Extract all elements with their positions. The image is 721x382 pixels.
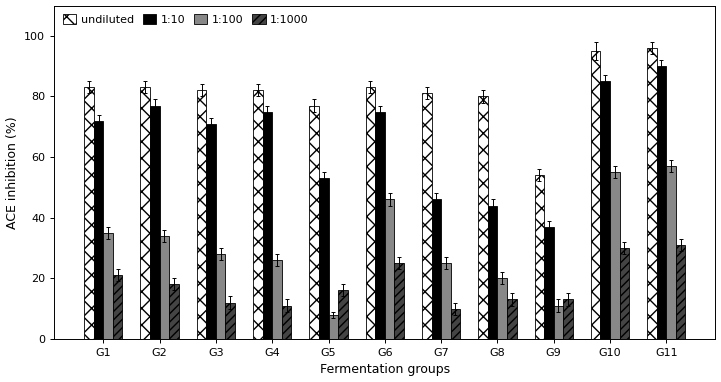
Bar: [159, 236, 169, 339]
Bar: [647, 48, 657, 339]
Bar: [141, 87, 150, 339]
Bar: [309, 105, 319, 339]
Bar: [113, 275, 123, 339]
Legend: undiluted, 1:10, 1:100, 1:1000: undiluted, 1:10, 1:100, 1:1000: [60, 11, 312, 28]
Bar: [497, 278, 507, 339]
Bar: [619, 248, 629, 339]
Bar: [666, 166, 676, 339]
Bar: [273, 260, 282, 339]
Bar: [84, 87, 94, 339]
Bar: [103, 233, 113, 339]
Bar: [216, 254, 226, 339]
Y-axis label: ACE inhibition (%): ACE inhibition (%): [6, 116, 19, 228]
X-axis label: Fermentation groups: Fermentation groups: [319, 363, 450, 376]
Bar: [451, 309, 460, 339]
Bar: [422, 94, 431, 339]
Bar: [226, 303, 235, 339]
Bar: [601, 81, 610, 339]
Bar: [366, 87, 375, 339]
Bar: [488, 206, 497, 339]
Bar: [478, 97, 488, 339]
Bar: [676, 245, 686, 339]
Bar: [441, 263, 451, 339]
Bar: [554, 306, 563, 339]
Bar: [590, 51, 601, 339]
Bar: [169, 284, 179, 339]
Bar: [329, 315, 338, 339]
Bar: [507, 299, 516, 339]
Bar: [610, 172, 619, 339]
Bar: [534, 175, 544, 339]
Bar: [394, 263, 404, 339]
Bar: [262, 112, 273, 339]
Bar: [319, 178, 329, 339]
Bar: [544, 227, 554, 339]
Bar: [385, 199, 394, 339]
Bar: [657, 66, 666, 339]
Bar: [338, 290, 348, 339]
Bar: [253, 91, 262, 339]
Bar: [282, 306, 291, 339]
Bar: [150, 105, 159, 339]
Bar: [94, 121, 103, 339]
Bar: [563, 299, 572, 339]
Bar: [197, 91, 206, 339]
Bar: [206, 124, 216, 339]
Bar: [375, 112, 385, 339]
Bar: [431, 199, 441, 339]
